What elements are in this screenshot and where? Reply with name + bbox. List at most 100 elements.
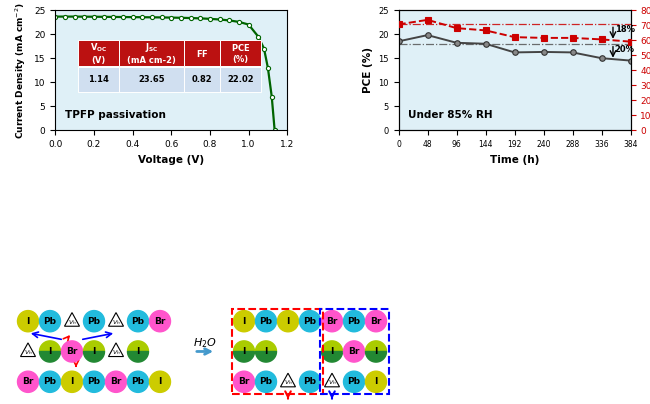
Circle shape [62, 371, 83, 392]
Text: 23.65: 23.65 [138, 75, 165, 84]
Circle shape [83, 371, 105, 392]
Circle shape [233, 311, 255, 332]
Text: Br: Br [348, 347, 359, 356]
Text: Pb: Pb [88, 317, 101, 326]
Bar [119, 67, 184, 93]
Text: $\mathbf{J_{SC}}$
(mA cm-2): $\mathbf{J_{SC}}$ (mA cm-2) [127, 41, 176, 65]
Bar [184, 40, 220, 66]
Circle shape [322, 311, 343, 332]
Text: Br: Br [154, 317, 166, 326]
Circle shape [40, 311, 60, 332]
Circle shape [18, 311, 38, 332]
Text: Br: Br [239, 377, 250, 386]
Bar [231, 309, 322, 394]
Circle shape [365, 311, 387, 332]
Polygon shape [40, 351, 60, 362]
Circle shape [18, 371, 38, 392]
Text: Br: Br [326, 317, 338, 326]
Polygon shape [109, 313, 124, 326]
Text: 18%: 18% [615, 25, 635, 34]
Text: Br: Br [66, 347, 78, 356]
Circle shape [233, 371, 255, 392]
Polygon shape [255, 351, 276, 362]
Text: I: I [70, 377, 73, 386]
Text: I: I [48, 347, 52, 356]
Circle shape [150, 371, 170, 392]
Text: Under 85% RH: Under 85% RH [408, 110, 493, 120]
Polygon shape [127, 351, 148, 362]
Polygon shape [255, 341, 276, 351]
Circle shape [343, 341, 365, 362]
Polygon shape [40, 341, 60, 351]
Text: $V_h$: $V_h$ [23, 348, 32, 357]
Text: I: I [286, 317, 290, 326]
Polygon shape [83, 351, 105, 362]
Text: $H_2O$: $H_2O$ [193, 337, 217, 350]
Polygon shape [365, 341, 387, 351]
Bar [220, 40, 261, 66]
Text: Pb: Pb [131, 317, 144, 326]
Circle shape [62, 341, 83, 362]
Bar [184, 67, 220, 93]
Polygon shape [322, 341, 343, 351]
Bar [79, 40, 119, 66]
Text: I: I [265, 347, 268, 356]
Polygon shape [322, 351, 343, 362]
Bar [119, 40, 184, 66]
Text: Pb: Pb [348, 317, 361, 326]
Circle shape [300, 371, 320, 392]
Polygon shape [233, 351, 255, 362]
Text: TPFP passivation: TPFP passivation [64, 110, 165, 120]
Circle shape [150, 311, 170, 332]
Text: Pb: Pb [304, 377, 317, 386]
Polygon shape [109, 343, 124, 357]
Polygon shape [233, 341, 255, 351]
Text: 22.02: 22.02 [227, 75, 254, 84]
Circle shape [255, 311, 276, 332]
Circle shape [343, 371, 365, 392]
Circle shape [83, 311, 105, 332]
Polygon shape [21, 343, 36, 357]
Text: Pb: Pb [44, 317, 57, 326]
Text: I: I [92, 347, 96, 356]
Circle shape [365, 371, 387, 392]
Polygon shape [281, 373, 296, 387]
Circle shape [40, 371, 60, 392]
Text: Br: Br [22, 377, 34, 386]
Polygon shape [83, 341, 105, 351]
Circle shape [127, 371, 148, 392]
Text: $\mathbf{PCE}$
(%): $\mathbf{PCE}$ (%) [231, 42, 250, 64]
Text: Pb: Pb [304, 317, 317, 326]
Text: 20%: 20% [615, 45, 635, 54]
Text: Pb: Pb [259, 317, 272, 326]
Circle shape [255, 371, 276, 392]
X-axis label: Voltage (V): Voltage (V) [138, 155, 204, 164]
Circle shape [300, 311, 320, 332]
Circle shape [343, 311, 365, 332]
X-axis label: Time (h): Time (h) [490, 155, 540, 164]
Text: 1.14: 1.14 [88, 75, 109, 84]
Text: I: I [136, 347, 140, 356]
Text: I: I [330, 347, 333, 356]
Text: I: I [242, 347, 246, 356]
Circle shape [127, 311, 148, 332]
Text: $\mathbf{FF}$: $\mathbf{FF}$ [196, 48, 208, 59]
Text: I: I [242, 317, 246, 326]
Text: $V_h$: $V_h$ [283, 378, 292, 387]
Text: Pb: Pb [259, 377, 272, 386]
Bar [320, 309, 389, 394]
Text: I: I [159, 377, 162, 386]
Bar [79, 67, 119, 93]
Polygon shape [64, 313, 79, 326]
Text: I: I [26, 317, 30, 326]
Text: Pb: Pb [88, 377, 101, 386]
Text: Pb: Pb [131, 377, 144, 386]
Y-axis label: PCE (%): PCE (%) [363, 47, 372, 93]
Text: $\mathbf{V_{OC}}$
(V): $\mathbf{V_{OC}}$ (V) [90, 42, 107, 65]
Polygon shape [365, 351, 387, 362]
Bar [220, 67, 261, 93]
Text: Pb: Pb [348, 377, 361, 386]
Text: Br: Br [370, 317, 382, 326]
Polygon shape [127, 341, 148, 351]
Text: $V_h$: $V_h$ [112, 348, 120, 357]
